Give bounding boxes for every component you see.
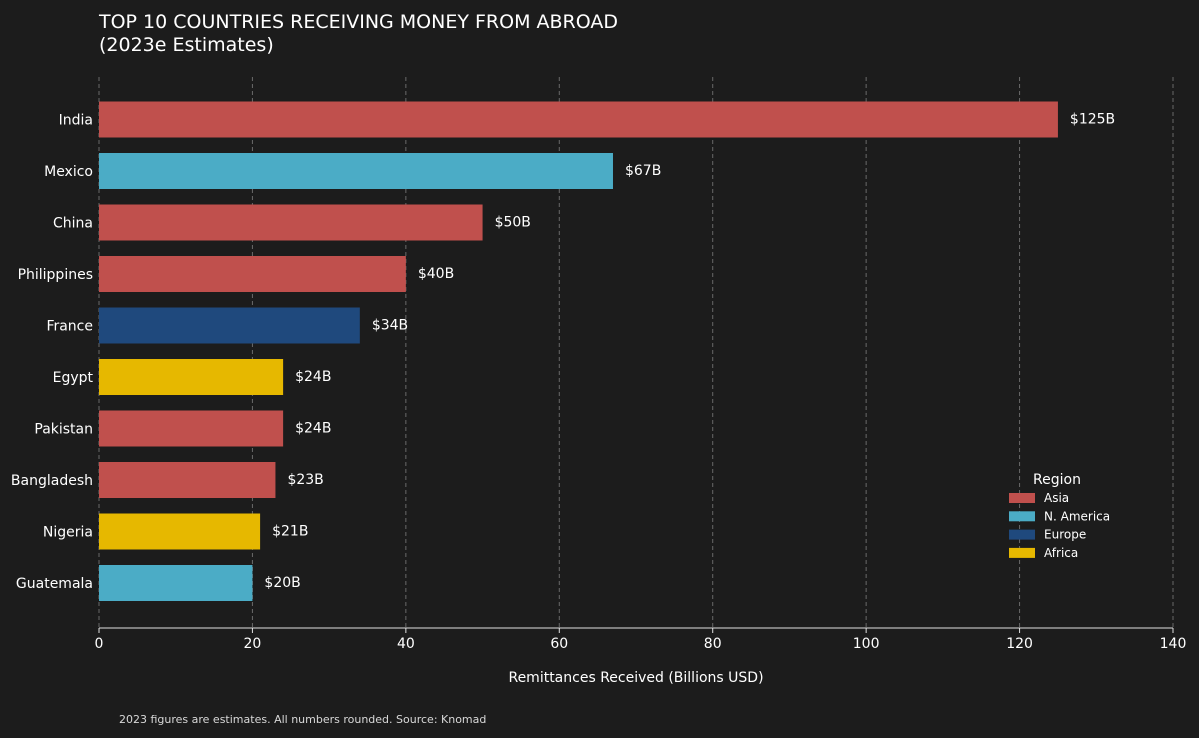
value-label-guatemala: $20B (264, 575, 300, 591)
category-label-nigeria: Nigeria (43, 525, 93, 541)
category-label-egypt: Egypt (53, 370, 94, 386)
bar-india (99, 101, 1058, 138)
category-labels: India Mexico China Philippines France Egypt Pa… (11, 113, 94, 593)
x-tick-label-100: 100 (853, 636, 880, 652)
value-label-india: $125B (1070, 112, 1115, 128)
legend-title: Region (1033, 472, 1081, 488)
bar-bangladesh (99, 462, 276, 498)
legend-label-europe: Europe (1044, 528, 1086, 542)
chart-title-line-2: (2023e Estimates) (99, 34, 274, 56)
category-label-pakistan: Pakistan (34, 422, 93, 438)
footnote: 2023 figures are estimates. All numbers … (119, 713, 486, 726)
category-label-mexico: Mexico (44, 164, 93, 180)
legend-swatch-europe (1009, 529, 1035, 540)
value-label-pakistan: $24B (295, 421, 331, 437)
value-labels: $125B $67B $50B $40B $34B $24B $24B $23B $21B $20… (264, 112, 1115, 592)
x-tick-label-60: 60 (550, 636, 568, 652)
value-label-bangladesh: $23B (287, 472, 323, 488)
category-label-bangladesh: Bangladesh (11, 473, 93, 489)
value-label-france: $34B (372, 318, 408, 334)
legend-swatch-n-america (1009, 511, 1035, 522)
bar-nigeria (99, 513, 261, 550)
category-label-india: India (59, 113, 93, 129)
bar-france (99, 307, 360, 344)
category-label-guatemala: Guatemala (16, 576, 93, 592)
x-ticks: 0 20 40 60 80 100 120 140 (95, 628, 1187, 652)
bar-philippines (99, 256, 406, 292)
legend-label-n-america: N. America (1044, 509, 1110, 523)
chart-title-line-1: TOP 10 COUNTRIES RECEIVING MONEY FROM AB… (98, 11, 618, 33)
bars (99, 101, 1058, 601)
x-tick-label-20: 20 (244, 636, 262, 652)
category-label-france: France (46, 319, 93, 335)
legend-swatch-asia (1009, 493, 1035, 503)
x-tick-label-120: 120 (1006, 636, 1033, 652)
x-tick-label-40: 40 (397, 636, 415, 652)
category-label-china: China (53, 216, 93, 232)
category-label-philippines: Philippines (18, 267, 93, 283)
legend: Region Asia N. America Europe Africa (1009, 472, 1110, 560)
x-axis-title: Remittances Received (Billions USD) (508, 670, 763, 686)
bar-pakistan (99, 410, 284, 447)
bar-mexico (99, 153, 613, 189)
bar-china (99, 204, 483, 241)
value-label-nigeria: $21B (272, 524, 308, 540)
x-tick-label-0: 0 (95, 636, 104, 652)
legend-label-africa: Africa (1044, 546, 1078, 560)
bar-egypt (99, 359, 284, 395)
x-tick-label-140: 140 (1160, 636, 1187, 652)
value-label-egypt: $24B (295, 369, 331, 385)
x-tick-label-80: 80 (704, 636, 722, 652)
value-label-philippines: $40B (418, 266, 454, 282)
legend-label-asia: Asia (1044, 491, 1069, 505)
value-label-china: $50B (495, 215, 531, 231)
value-label-mexico: $67B (625, 163, 661, 179)
bar-guatemala (99, 565, 253, 601)
legend-swatch-africa (1009, 547, 1035, 558)
